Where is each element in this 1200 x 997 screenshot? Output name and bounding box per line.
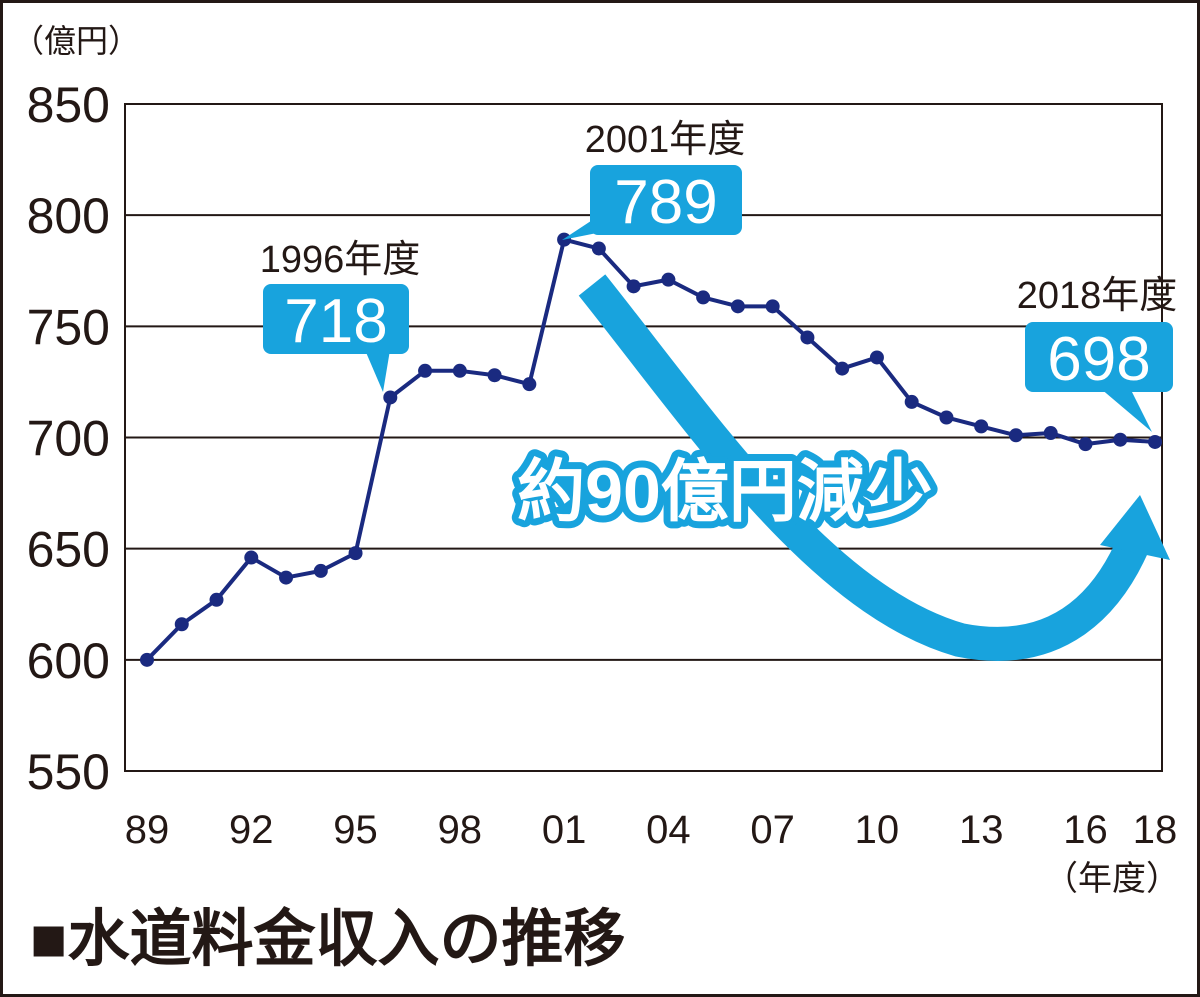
x-tick-label: 16 [1063, 808, 1108, 852]
decrease-arrow [578, 274, 1170, 661]
callout-value: 718 [284, 287, 387, 356]
callout-label: 2018年度 [1017, 275, 1178, 317]
x-tick-label: 04 [646, 808, 691, 852]
decrease-label: 約90億円減少 [517, 454, 933, 530]
data-point [418, 363, 433, 378]
callout-label: 2001年度 [585, 119, 746, 161]
data-point [591, 241, 606, 256]
data-point [696, 290, 711, 305]
data-point [939, 410, 954, 425]
callout-box [263, 284, 409, 354]
x-tick-label: 92 [229, 808, 274, 852]
data-point [140, 652, 154, 667]
x-tick-label: 13 [959, 808, 1004, 852]
x-tick-label: 07 [750, 808, 795, 852]
x-tick-label: 98 [438, 808, 483, 852]
x-axis-label: （年度） [1044, 860, 1180, 898]
callout-value: 789 [614, 168, 717, 237]
y-tick-label: 550 [27, 744, 110, 800]
y-axis-label: （億円） [12, 23, 140, 59]
data-point [730, 299, 745, 314]
data-point [1008, 428, 1023, 443]
data-point [383, 390, 398, 405]
data-point [348, 546, 363, 561]
data-point [661, 272, 676, 287]
chart-title: ■水道料金収入の推移 [30, 905, 625, 974]
callout-pointer [1100, 388, 1152, 432]
data-point [800, 330, 815, 345]
callout-label: 1996年度 [260, 239, 421, 281]
data-point [452, 363, 467, 378]
data-point [1043, 426, 1058, 441]
data-point [765, 299, 780, 314]
y-tick-label: 700 [27, 411, 110, 467]
y-tick-label: 800 [27, 188, 110, 244]
data-point [626, 279, 641, 294]
arrow-head-icon [1100, 495, 1170, 560]
data-point [1078, 437, 1093, 452]
data-point [209, 592, 224, 607]
callout-box [590, 165, 742, 235]
x-tick-label: 10 [855, 808, 900, 852]
data-point [1148, 434, 1162, 449]
data-point [1113, 432, 1128, 447]
data-point [279, 570, 294, 585]
callout-value: 698 [1047, 325, 1150, 394]
y-tick-label: 850 [27, 77, 110, 133]
y-tick-label: 750 [27, 299, 110, 355]
data-point [244, 550, 259, 565]
data-point [487, 368, 502, 383]
data-point [557, 232, 572, 247]
plot-area [124, 103, 1163, 772]
arrow-curve [578, 274, 1151, 661]
data-point [904, 394, 919, 409]
data-point [522, 377, 537, 392]
data-point [174, 617, 189, 632]
y-tick-label: 650 [27, 522, 110, 578]
x-tick-label: 95 [333, 808, 378, 852]
data-point [313, 563, 328, 578]
x-tick-label: 89 [125, 808, 170, 852]
y-tick-label: 600 [27, 633, 110, 689]
data-point [869, 350, 884, 365]
x-tick-label: 18 [1133, 808, 1178, 852]
x-tick-label: 01 [542, 808, 587, 852]
data-point [835, 361, 850, 376]
callout-box [1025, 322, 1173, 392]
callout-pointer [365, 350, 390, 392]
data-point [974, 419, 989, 434]
